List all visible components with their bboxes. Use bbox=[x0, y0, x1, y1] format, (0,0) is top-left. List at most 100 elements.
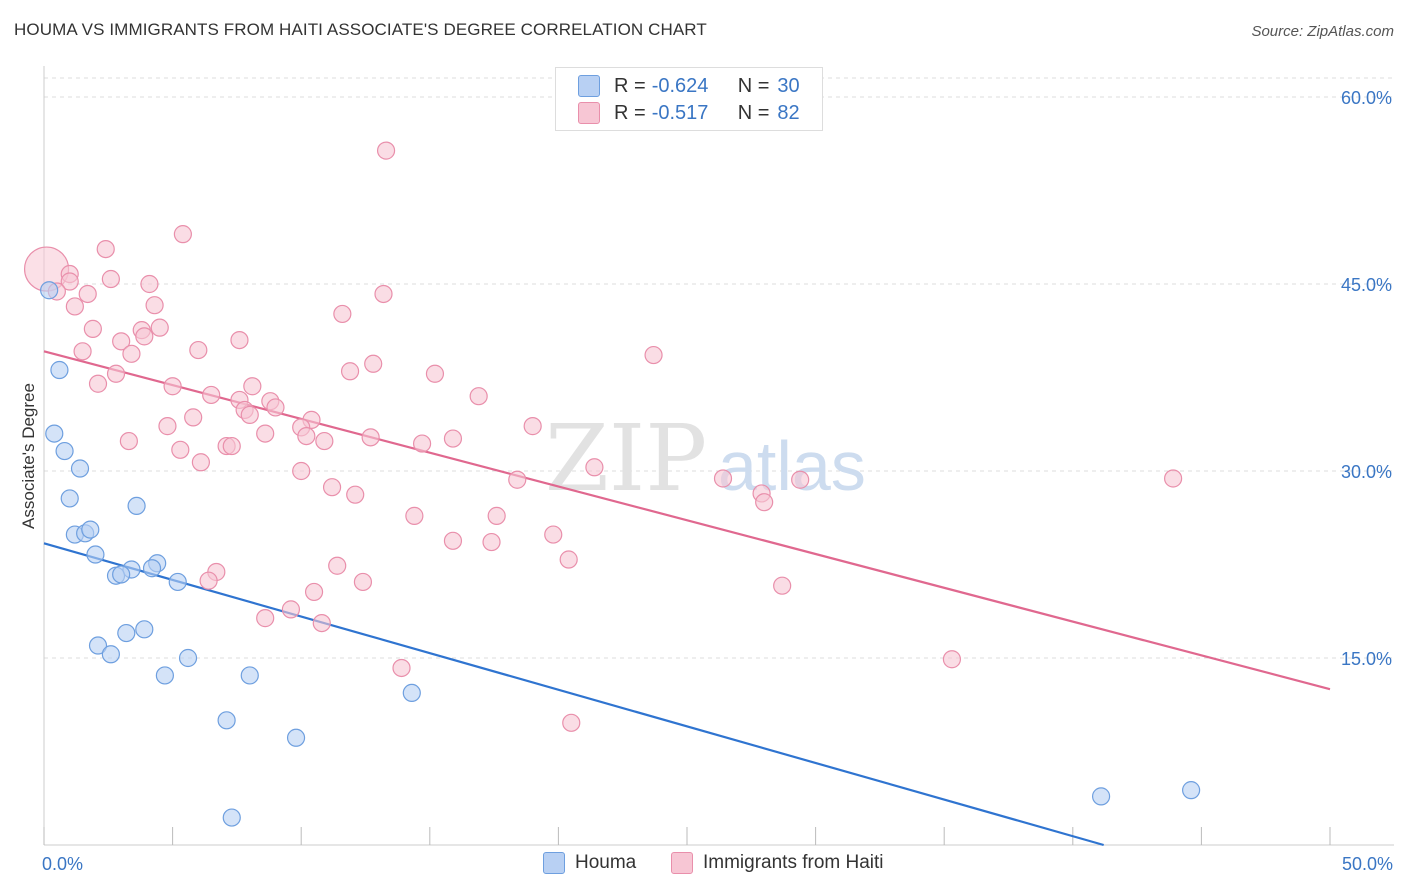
haiti-point[interactable] bbox=[173, 225, 192, 244]
haiti-point[interactable] bbox=[443, 531, 463, 550]
haiti-point[interactable] bbox=[425, 364, 445, 383]
houma-point[interactable] bbox=[55, 441, 74, 461]
haiti-point[interactable] bbox=[523, 417, 542, 436]
houma-point[interactable] bbox=[40, 281, 59, 300]
haiti-point[interactable] bbox=[119, 431, 138, 451]
haiti-point[interactable] bbox=[281, 600, 301, 619]
haiti-point[interactable] bbox=[202, 385, 221, 405]
haiti-point[interactable] bbox=[443, 429, 463, 448]
haiti-point[interactable] bbox=[374, 284, 393, 304]
haiti-point[interactable] bbox=[78, 284, 97, 304]
houma-point[interactable] bbox=[101, 645, 120, 664]
haiti-point[interactable] bbox=[243, 377, 262, 396]
haiti-point[interactable] bbox=[346, 485, 365, 504]
haiti-point[interactable] bbox=[364, 354, 383, 373]
haiti-point[interactable] bbox=[122, 344, 141, 363]
houma-point[interactable] bbox=[135, 620, 154, 639]
haiti-point[interactable] bbox=[222, 436, 241, 456]
houma-point[interactable] bbox=[70, 459, 90, 478]
houma-point[interactable] bbox=[402, 683, 421, 703]
houma-point[interactable] bbox=[50, 360, 69, 380]
haiti-point[interactable] bbox=[106, 364, 126, 383]
haiti-point[interactable] bbox=[304, 582, 324, 602]
haiti-point[interactable] bbox=[322, 478, 342, 497]
houma-point[interactable] bbox=[217, 711, 236, 730]
haiti-point[interactable] bbox=[333, 304, 352, 324]
haiti-point[interactable] bbox=[150, 318, 169, 337]
houma-point[interactable] bbox=[60, 489, 79, 508]
houma-point[interactable] bbox=[142, 559, 162, 578]
haiti-point[interactable] bbox=[297, 426, 316, 446]
houma-point[interactable] bbox=[88, 636, 108, 655]
haiti-point[interactable] bbox=[508, 470, 527, 489]
houma-point[interactable] bbox=[168, 572, 187, 592]
haiti-point[interactable] bbox=[405, 506, 424, 525]
legend-item-haiti[interactable]: Immigrants from Haiti bbox=[671, 852, 884, 874]
houma-point[interactable] bbox=[112, 565, 131, 584]
haiti-point[interactable] bbox=[189, 340, 208, 360]
haiti-point[interactable] bbox=[158, 417, 177, 436]
houma-point[interactable] bbox=[81, 520, 100, 539]
haiti-point[interactable] bbox=[376, 141, 396, 160]
haiti-point[interactable] bbox=[292, 461, 311, 481]
haiti-point[interactable] bbox=[942, 650, 962, 669]
haiti-point[interactable] bbox=[101, 269, 120, 289]
haiti-point[interactable] bbox=[171, 440, 190, 459]
haiti-point[interactable] bbox=[1164, 469, 1183, 488]
haiti-point[interactable] bbox=[266, 398, 285, 417]
haiti-point[interactable] bbox=[469, 387, 488, 406]
houma-point[interactable] bbox=[1091, 787, 1111, 806]
houma-point[interactable] bbox=[127, 496, 146, 516]
haiti-point[interactable] bbox=[644, 345, 663, 365]
legend-row-haiti: R = -0.517 N = 82 bbox=[578, 101, 800, 125]
haiti-point[interactable] bbox=[60, 272, 79, 291]
n-value: 30 bbox=[777, 74, 800, 97]
haiti-point[interactable] bbox=[755, 493, 774, 512]
haiti-point[interactable] bbox=[585, 458, 604, 477]
haiti-point[interactable] bbox=[713, 469, 733, 488]
haiti-point[interactable] bbox=[256, 424, 275, 443]
haiti-point[interactable] bbox=[184, 408, 203, 427]
houma-point[interactable] bbox=[155, 666, 174, 685]
houma-point[interactable] bbox=[1182, 781, 1201, 800]
haiti-point[interactable] bbox=[112, 332, 131, 351]
houma-swatch bbox=[578, 75, 600, 97]
haiti-point[interactable] bbox=[791, 470, 810, 489]
haiti-point[interactable] bbox=[96, 239, 115, 259]
haiti-point[interactable] bbox=[65, 297, 84, 316]
haiti-point[interactable] bbox=[482, 532, 501, 552]
haiti-point[interactable] bbox=[392, 658, 411, 678]
haiti-point[interactable] bbox=[487, 506, 506, 525]
haiti-point[interactable] bbox=[328, 556, 347, 575]
haiti-point[interactable] bbox=[163, 377, 182, 396]
haiti-point[interactable] bbox=[315, 431, 334, 451]
haiti-point[interactable] bbox=[340, 362, 360, 381]
legend-item-houma[interactable]: Houma bbox=[543, 852, 636, 874]
haiti-point[interactable] bbox=[256, 609, 275, 628]
houma-point[interactable] bbox=[117, 623, 136, 643]
haiti-point[interactable] bbox=[83, 319, 102, 338]
houma-point[interactable] bbox=[222, 808, 241, 827]
houma-point[interactable] bbox=[178, 648, 198, 668]
haiti-point[interactable] bbox=[140, 274, 159, 294]
haiti-point[interactable] bbox=[312, 613, 331, 633]
haiti-point[interactable] bbox=[199, 571, 218, 590]
haiti-point[interactable] bbox=[361, 428, 380, 447]
houma-point[interactable] bbox=[286, 728, 306, 747]
haiti-point[interactable] bbox=[773, 576, 792, 595]
haiti-point[interactable] bbox=[353, 572, 373, 592]
haiti-point[interactable] bbox=[135, 327, 154, 346]
haiti-point[interactable] bbox=[88, 374, 108, 393]
houma-point[interactable] bbox=[86, 545, 105, 564]
haiti-point[interactable] bbox=[412, 434, 432, 453]
haiti-point[interactable] bbox=[544, 525, 563, 544]
haiti-point[interactable] bbox=[73, 342, 92, 361]
haiti-point[interactable] bbox=[240, 405, 259, 424]
haiti-point[interactable] bbox=[559, 550, 578, 569]
haiti-point[interactable] bbox=[230, 331, 249, 350]
houma-point[interactable] bbox=[240, 666, 259, 685]
haiti-point[interactable] bbox=[145, 296, 164, 315]
haiti-point[interactable] bbox=[191, 453, 210, 472]
haiti-point[interactable] bbox=[562, 713, 581, 732]
houma-point[interactable] bbox=[45, 424, 64, 443]
